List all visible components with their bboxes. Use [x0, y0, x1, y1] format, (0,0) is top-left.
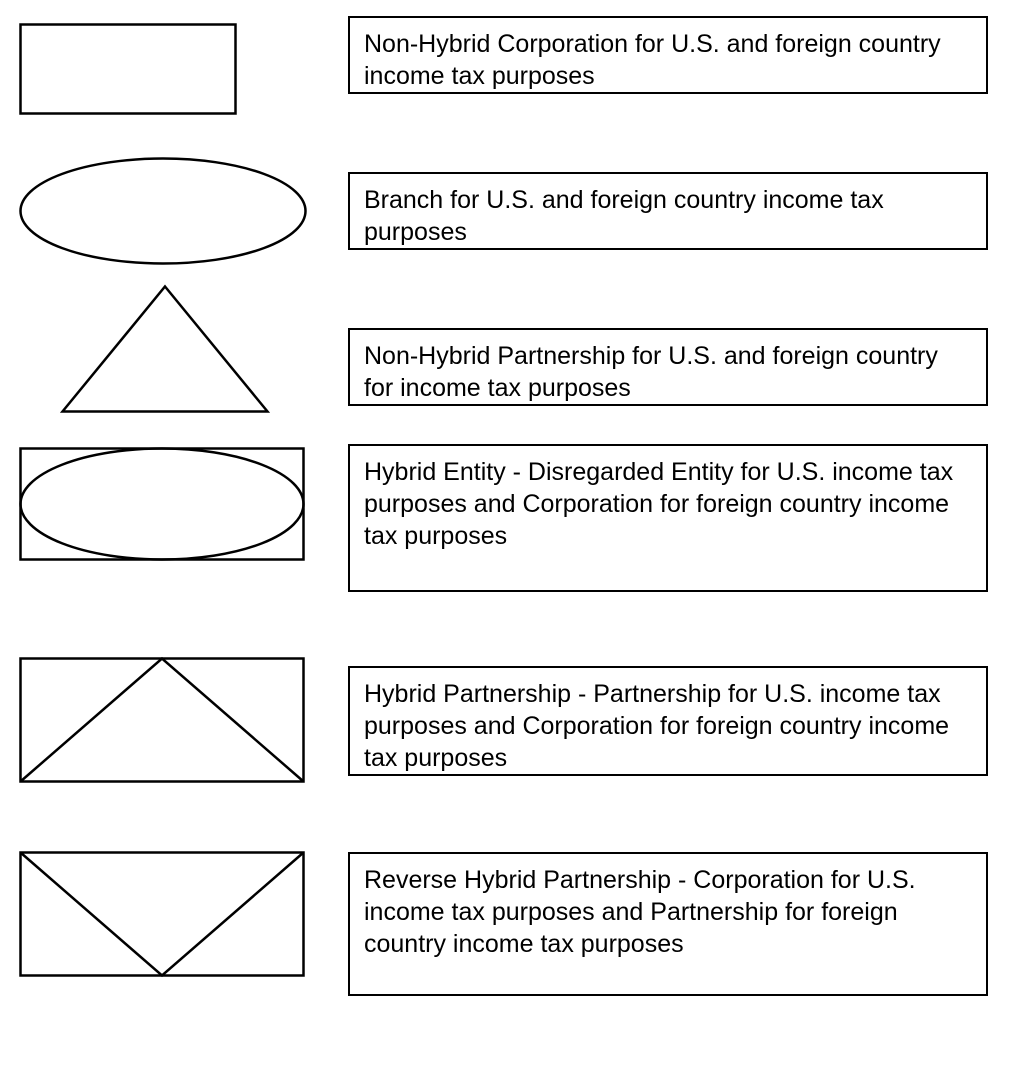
- legend-symbol-hybrid-entity: [18, 446, 306, 562]
- legend-description-non-hybrid-partnership: Non-Hybrid Partnership for U.S. and fore…: [348, 328, 988, 406]
- legend-description-text: Non-Hybrid Partnership for U.S. and fore…: [364, 340, 972, 404]
- hybrid-partnership-shape-icon: [18, 656, 306, 784]
- legend-description-text: Hybrid Partnership - Partnership for U.S…: [364, 678, 972, 774]
- entity-legend-diagram: Non-Hybrid Corporation for U.S. and fore…: [0, 0, 1012, 1080]
- branch-shape-icon: [18, 156, 308, 266]
- legend-description-text: Branch for U.S. and foreign country inco…: [364, 184, 972, 248]
- legend-description-branch: Branch for U.S. and foreign country inco…: [348, 172, 988, 250]
- legend-symbol-non-hybrid-partnership: [60, 284, 270, 414]
- non-hybrid-partnership-shape-icon: [60, 284, 270, 414]
- legend-description-text: Reverse Hybrid Partnership - Corporation…: [364, 864, 972, 960]
- legend-symbol-hybrid-partnership: [18, 656, 306, 784]
- hybrid-entity-shape-icon: [18, 446, 306, 562]
- legend-symbol-branch: [18, 156, 308, 266]
- legend-description-non-hybrid-corporation: Non-Hybrid Corporation for U.S. and fore…: [348, 16, 988, 94]
- non-hybrid-corporation-shape-icon: [18, 22, 238, 116]
- legend-symbol-non-hybrid-corporation: [18, 22, 238, 116]
- legend-symbol-reverse-hybrid-partnership: [18, 850, 306, 978]
- legend-description-hybrid-partnership: Hybrid Partnership - Partnership for U.S…: [348, 666, 988, 776]
- legend-description-reverse-hybrid-partnership: Reverse Hybrid Partnership - Corporation…: [348, 852, 988, 996]
- legend-description-hybrid-entity: Hybrid Entity - Disregarded Entity for U…: [348, 444, 988, 592]
- reverse-hybrid-partnership-shape-icon: [18, 850, 306, 978]
- legend-description-text: Hybrid Entity - Disregarded Entity for U…: [364, 456, 972, 552]
- legend-description-text: Non-Hybrid Corporation for U.S. and fore…: [364, 28, 972, 92]
